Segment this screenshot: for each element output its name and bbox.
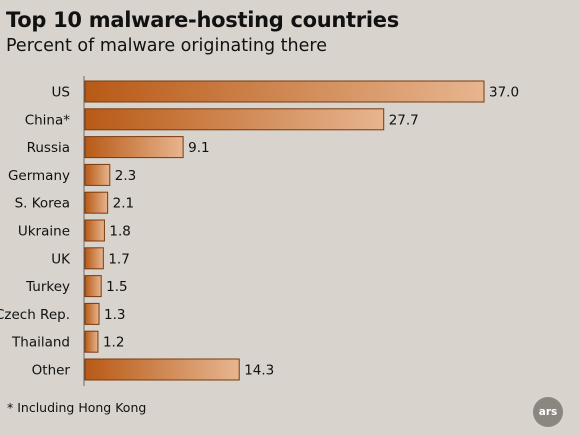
bar-china [84, 108, 385, 131]
value-label: 9.1 [188, 140, 209, 156]
value-label: 14.3 [244, 363, 274, 379]
category-label: Czech Rep. [0, 307, 70, 323]
bar-ukraine [84, 219, 105, 242]
category-label: Other [32, 363, 71, 379]
category-label: Thailand [11, 335, 70, 351]
bar-s-korea [84, 191, 109, 214]
value-label: 1.5 [106, 279, 127, 295]
category-label: UK [51, 251, 71, 267]
value-label: 1.7 [108, 251, 129, 267]
category-label: S. Korea [15, 196, 70, 212]
bar-other [84, 358, 240, 381]
value-label: 2.1 [113, 196, 134, 212]
category-label: US [52, 85, 70, 101]
category-label: Russia [27, 140, 70, 156]
value-label: 1.8 [109, 224, 130, 240]
bar-russia [84, 136, 184, 159]
value-label: 2.3 [115, 168, 136, 184]
value-label: 1.3 [104, 307, 125, 323]
category-label: Ukraine [18, 224, 70, 240]
value-label: 27.7 [389, 112, 419, 128]
value-label: 1.2 [103, 335, 124, 351]
bar-thailand [84, 330, 99, 353]
category-label: China* [25, 112, 71, 128]
value-label: 37.0 [489, 85, 519, 101]
bar-germany [84, 163, 111, 186]
footnote: * Including Hong Kong [7, 400, 147, 415]
category-label: Turkey [25, 279, 70, 295]
bar-chart: US 37.0 China* 27.7 Russia 9.1 Germany 2.3 S. Ko… [0, 76, 519, 386]
bar-turkey [84, 275, 102, 298]
bar-czech-rep [84, 302, 100, 325]
ars-logo: ars [533, 397, 563, 427]
bar-uk [84, 247, 104, 270]
bar-us [84, 80, 485, 103]
chart-subtitle: Percent of malware originating there [6, 36, 327, 56]
chart-title: Top 10 malware-hosting countries [6, 8, 399, 32]
category-label: Germany [8, 168, 70, 184]
